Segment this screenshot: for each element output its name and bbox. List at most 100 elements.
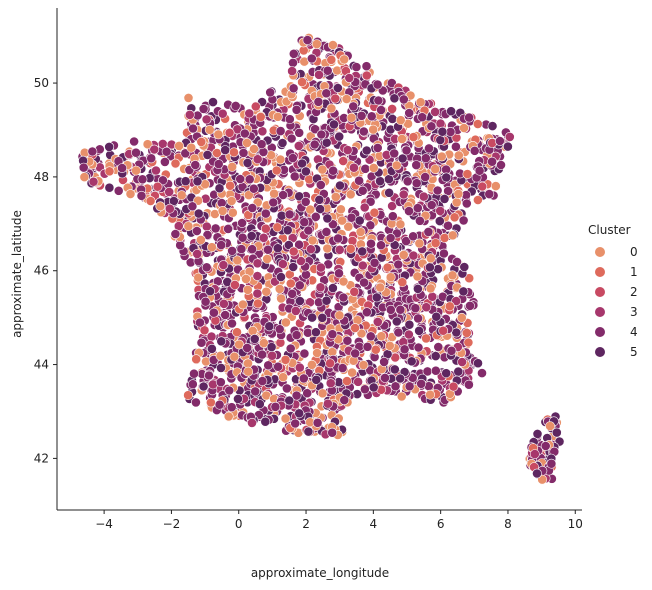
data-point <box>329 119 339 130</box>
data-point <box>362 341 373 352</box>
data-point <box>263 360 274 371</box>
legend-label-1: 1 <box>630 265 638 279</box>
data-point <box>188 123 198 134</box>
x-tick-label: 4 <box>370 517 378 531</box>
data-point <box>282 225 293 236</box>
data-point <box>357 246 368 257</box>
data-point <box>402 176 413 187</box>
y-tick-label: 48 <box>34 170 49 184</box>
data-point <box>269 188 279 199</box>
data-point <box>290 418 301 429</box>
data-point <box>376 240 386 251</box>
data-point <box>236 244 247 254</box>
data-point <box>408 250 419 261</box>
data-point <box>294 239 304 250</box>
data-point <box>242 157 253 168</box>
data-point <box>399 344 410 355</box>
data-point <box>421 302 432 313</box>
legend-marker-1 <box>595 267 605 277</box>
data-point <box>413 342 424 353</box>
data-point <box>168 196 179 206</box>
data-point <box>529 449 540 459</box>
data-point <box>322 398 333 409</box>
data-point <box>290 305 301 316</box>
data-point <box>532 468 542 479</box>
data-point <box>545 421 555 431</box>
data-point <box>322 243 333 254</box>
data-point <box>313 96 324 107</box>
data-point <box>257 349 267 360</box>
data-point <box>275 126 286 137</box>
x-tick-label: 0 <box>235 517 243 531</box>
data-points <box>77 33 565 485</box>
data-point <box>201 114 212 125</box>
data-point <box>379 356 389 367</box>
data-point <box>263 244 273 255</box>
data-point <box>504 131 515 142</box>
data-point <box>291 330 302 340</box>
data-point <box>368 162 379 173</box>
data-point <box>443 220 453 231</box>
data-point <box>393 327 404 338</box>
data-point <box>438 248 449 259</box>
data-point <box>375 282 386 293</box>
data-point <box>458 286 469 297</box>
data-point <box>326 103 337 114</box>
data-point <box>338 156 349 166</box>
data-point <box>345 243 356 254</box>
data-point <box>270 401 281 412</box>
data-point <box>425 253 436 264</box>
data-point <box>453 188 464 199</box>
data-point <box>266 342 277 352</box>
data-point <box>306 359 317 370</box>
data-point <box>287 153 298 163</box>
data-point <box>344 73 355 83</box>
data-point <box>198 381 209 392</box>
data-point <box>317 164 328 175</box>
data-point <box>346 112 357 123</box>
data-point <box>433 342 444 352</box>
y-tick-label: 50 <box>34 76 49 90</box>
data-point <box>333 233 343 244</box>
data-point <box>446 345 457 356</box>
data-point <box>365 331 376 342</box>
data-point <box>412 283 423 294</box>
data-point <box>334 244 345 255</box>
data-point <box>258 232 269 243</box>
data-point <box>393 259 404 270</box>
data-point <box>410 303 421 314</box>
data-point <box>357 260 368 271</box>
data-point <box>356 110 367 121</box>
data-point <box>465 300 475 311</box>
data-point <box>384 340 395 351</box>
data-point <box>315 179 326 190</box>
data-point <box>342 145 353 155</box>
data-point <box>314 194 325 205</box>
data-point <box>312 348 322 358</box>
data-point <box>257 376 268 386</box>
data-point <box>288 246 299 257</box>
data-point <box>397 133 407 144</box>
data-point <box>227 207 238 218</box>
legend-marker-2 <box>595 287 605 297</box>
data-point <box>183 221 194 232</box>
y-tick-label: 44 <box>34 358 49 372</box>
x-ticks: −4 −2 0 2 4 6 8 10 <box>95 510 583 531</box>
data-point <box>450 141 461 152</box>
data-point <box>446 106 456 117</box>
data-point <box>217 205 228 216</box>
data-point <box>321 226 332 237</box>
data-point <box>226 402 237 413</box>
data-point <box>176 190 187 201</box>
data-point <box>335 204 346 215</box>
data-point <box>436 151 447 162</box>
data-point <box>424 262 435 273</box>
data-point <box>201 221 212 232</box>
data-point <box>376 331 387 342</box>
data-point <box>215 377 226 388</box>
data-point <box>406 356 417 367</box>
data-point <box>330 93 341 104</box>
data-point <box>494 136 505 146</box>
data-point <box>264 321 275 332</box>
data-point <box>391 316 402 327</box>
